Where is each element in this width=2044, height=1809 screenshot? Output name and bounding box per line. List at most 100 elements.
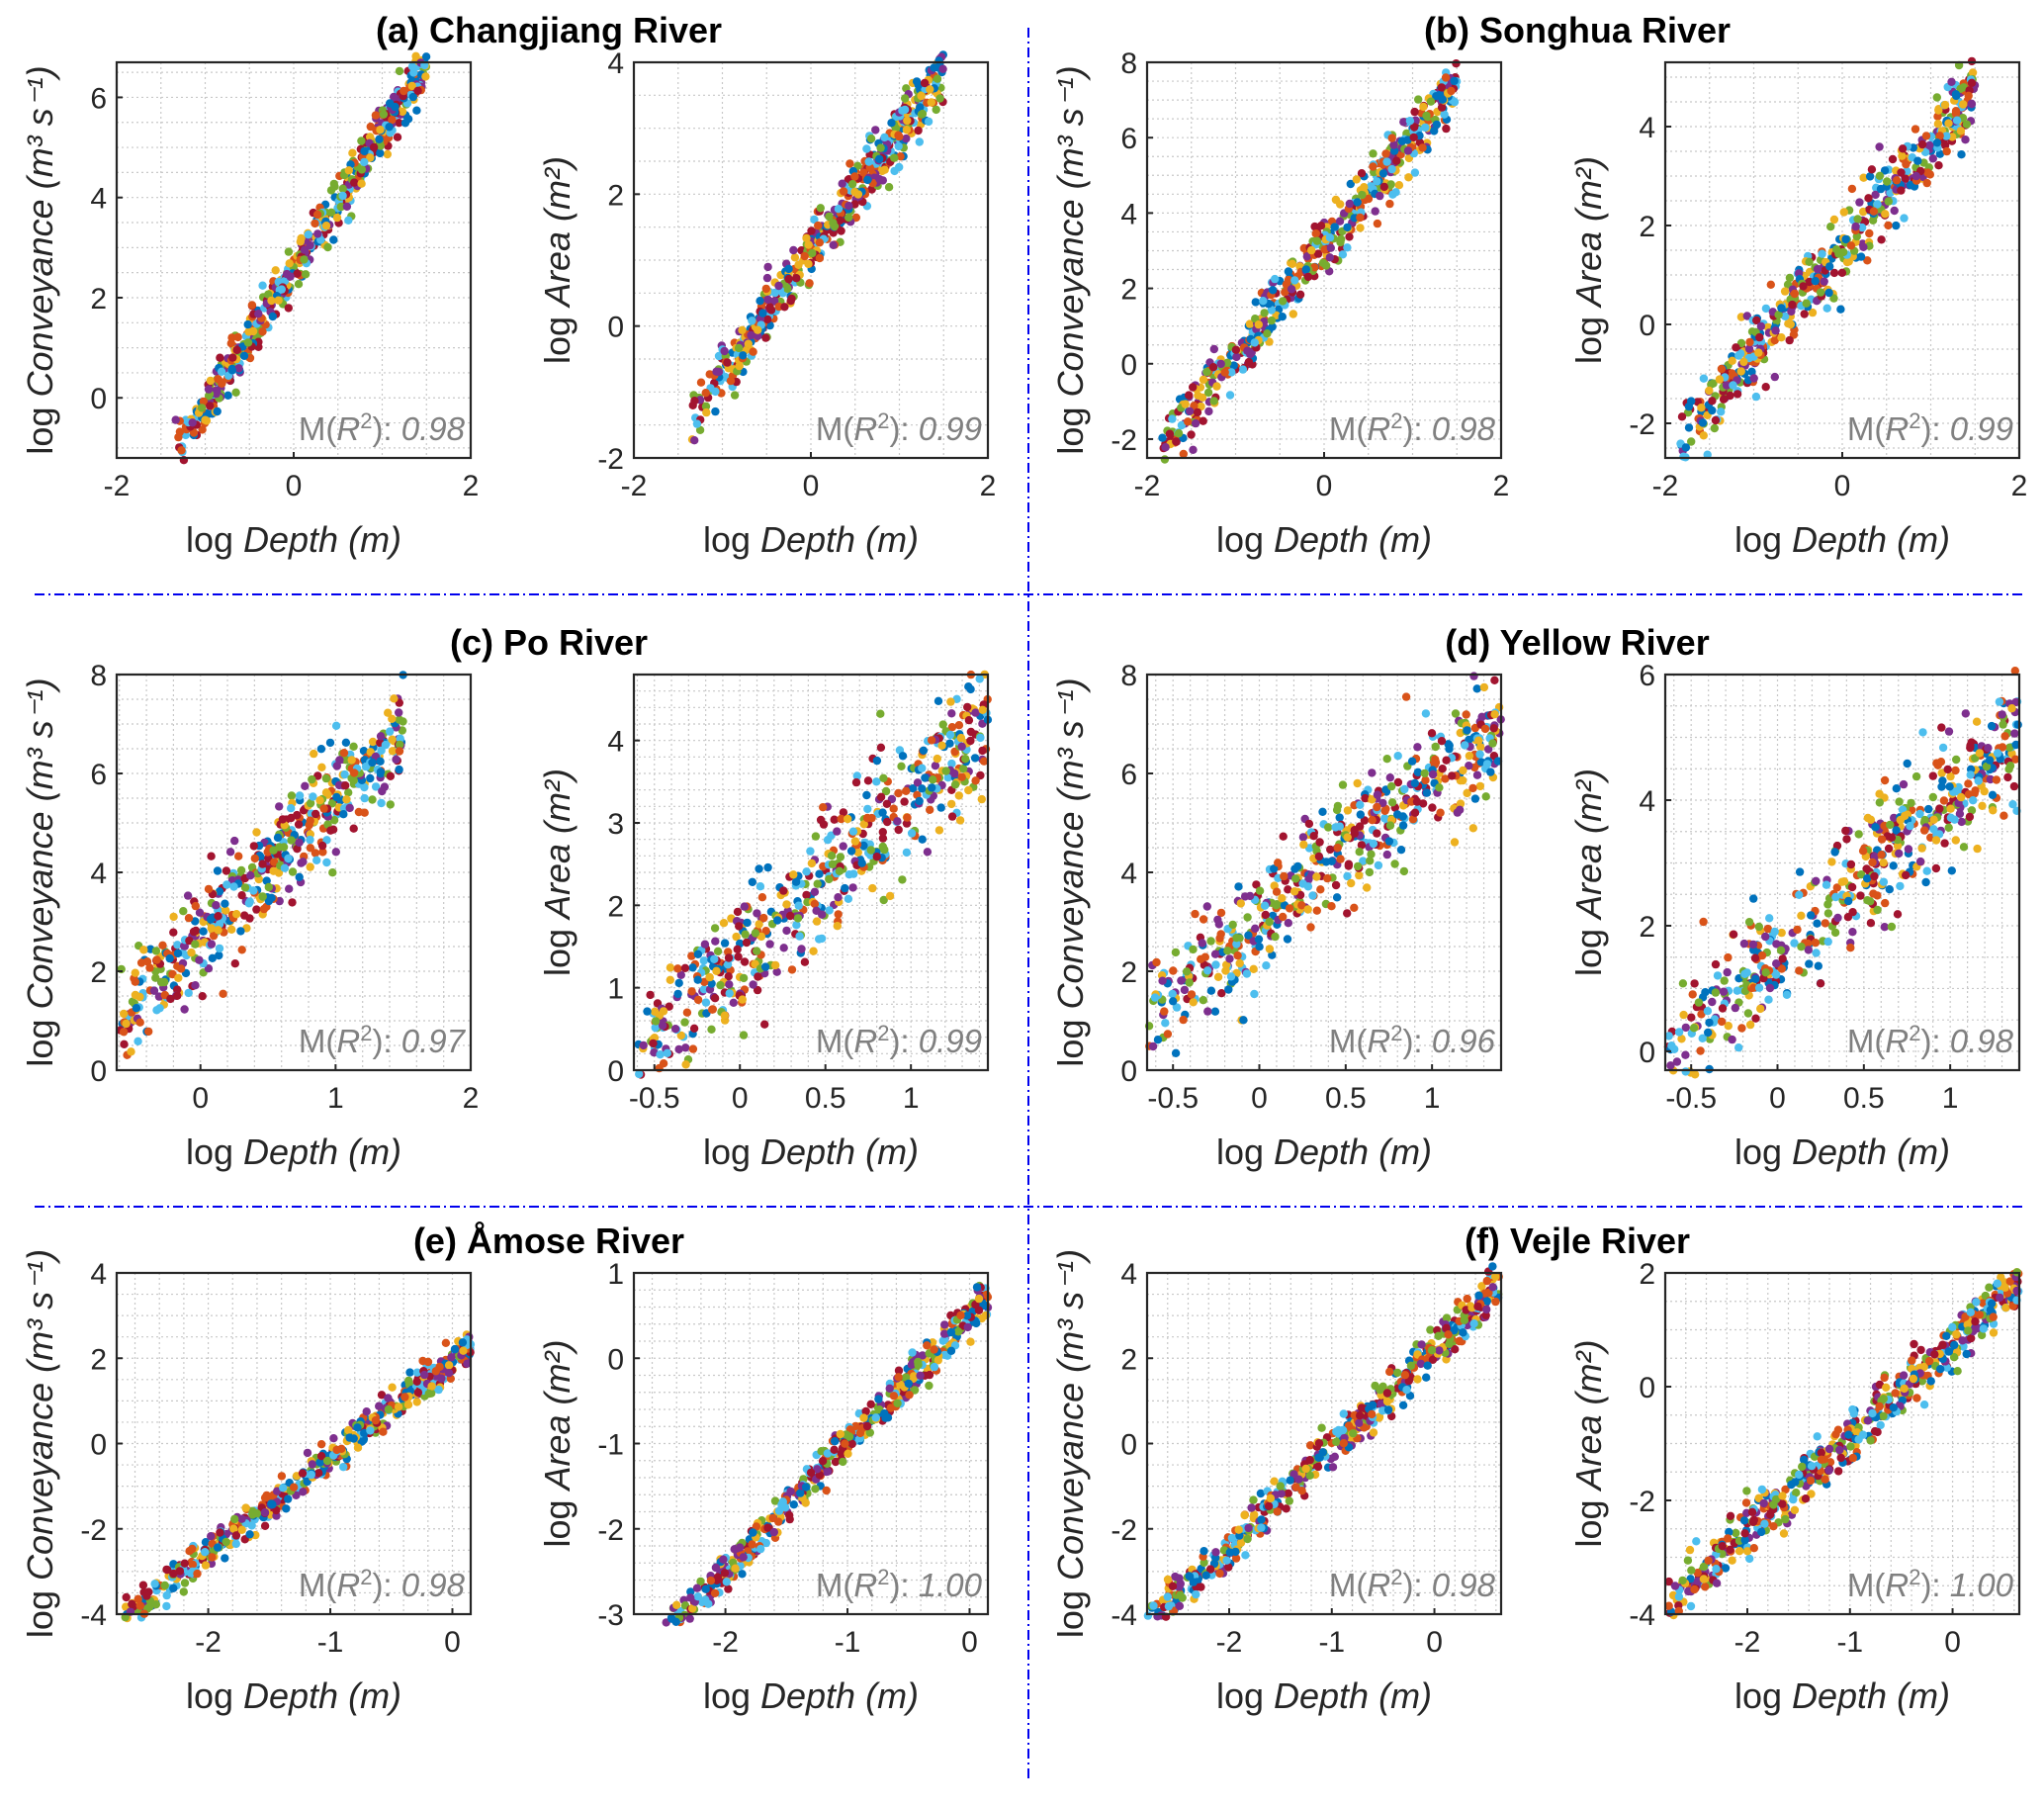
y-tick-label: -2 — [597, 443, 624, 476]
data-point — [201, 1561, 211, 1570]
data-point — [1381, 149, 1390, 158]
data-point — [701, 998, 711, 1007]
data-point — [1719, 987, 1729, 996]
data-point — [1271, 932, 1280, 942]
data-point — [1790, 289, 1800, 299]
data-point — [1944, 119, 1953, 128]
data-point — [1938, 776, 1947, 785]
data-point — [131, 977, 139, 986]
data-point — [1344, 861, 1354, 870]
data-point — [688, 1044, 698, 1053]
data-point — [1993, 749, 2002, 758]
data-point — [749, 347, 757, 356]
data-point — [1233, 950, 1242, 960]
data-point — [1374, 860, 1383, 870]
data-point — [246, 871, 255, 880]
data-point — [754, 325, 762, 334]
data-point — [850, 837, 860, 846]
x-axis-label: log Depth (m) — [703, 1131, 919, 1172]
data-point — [1877, 235, 1886, 244]
data-point — [876, 143, 885, 152]
data-point — [956, 733, 966, 743]
data-point — [954, 791, 963, 800]
data-point — [880, 133, 889, 142]
data-point — [1904, 845, 1913, 854]
data-point — [1734, 351, 1743, 360]
data-point — [1777, 333, 1786, 342]
data-point — [1800, 310, 1809, 318]
data-point — [680, 1018, 689, 1027]
data-point — [1489, 724, 1498, 733]
data-point — [710, 994, 720, 1003]
data-point — [377, 798, 386, 808]
data-point — [1770, 335, 1780, 345]
data-point — [815, 935, 824, 944]
data-point — [308, 774, 316, 784]
data-point — [304, 230, 312, 239]
data-point — [212, 389, 221, 399]
data-point — [1186, 407, 1195, 415]
data-point — [1870, 871, 1879, 881]
y-tick-label: 2 — [1120, 956, 1137, 989]
data-point — [2007, 704, 2016, 713]
data-point — [1826, 223, 1835, 231]
data-point — [1303, 272, 1313, 282]
data-point — [1452, 58, 1461, 68]
data-point — [1158, 433, 1167, 442]
data-point — [1343, 223, 1352, 232]
data-point — [344, 166, 353, 175]
data-point — [388, 115, 397, 125]
data-point — [761, 284, 770, 294]
data-point — [230, 959, 239, 968]
data-point — [792, 274, 801, 283]
data-point — [740, 902, 749, 911]
data-point — [1260, 309, 1269, 317]
y-tick-label: 2 — [1639, 911, 1655, 944]
data-point — [782, 926, 791, 936]
data-point — [319, 804, 328, 813]
data-point — [245, 914, 254, 923]
data-point — [898, 875, 907, 884]
data-point — [1999, 720, 2007, 729]
data-point — [1486, 768, 1495, 776]
r2-annotation: M(R2): 0.99 — [1847, 408, 2013, 448]
data-point — [1857, 223, 1867, 232]
data-point — [1182, 967, 1192, 976]
data-point — [711, 937, 720, 946]
data-point — [755, 864, 763, 873]
y-tick-label: 2 — [607, 179, 624, 212]
data-point — [1465, 752, 1474, 761]
data-point — [880, 165, 889, 174]
data-point — [890, 166, 899, 176]
data-point — [317, 763, 326, 771]
data-point — [1307, 245, 1316, 255]
data-point — [398, 726, 406, 735]
data-point — [1177, 420, 1187, 430]
data-point — [366, 153, 375, 162]
data-point — [1729, 381, 1737, 390]
data-point — [902, 126, 912, 135]
data-point — [1889, 861, 1898, 870]
data-point — [383, 149, 392, 159]
data-point — [1436, 808, 1445, 817]
data-point — [1399, 866, 1409, 876]
data-point — [1479, 682, 1489, 692]
data-point — [791, 877, 801, 886]
data-point — [1761, 968, 1770, 977]
data-point — [329, 1434, 338, 1443]
data-point — [1708, 997, 1717, 1007]
data-point — [1911, 771, 1921, 781]
data-point — [1751, 392, 1761, 402]
data-point — [240, 883, 250, 892]
data-point — [758, 309, 767, 317]
data-point — [1244, 357, 1254, 367]
data-point — [349, 824, 358, 833]
r2-annotation: M(R2): 0.99 — [816, 1021, 982, 1060]
data-point — [1777, 304, 1786, 313]
y-tick-label: 4 — [607, 726, 624, 759]
data-point — [325, 738, 335, 748]
data-point — [1942, 132, 1951, 140]
data-point — [711, 407, 720, 416]
data-point — [811, 832, 821, 841]
